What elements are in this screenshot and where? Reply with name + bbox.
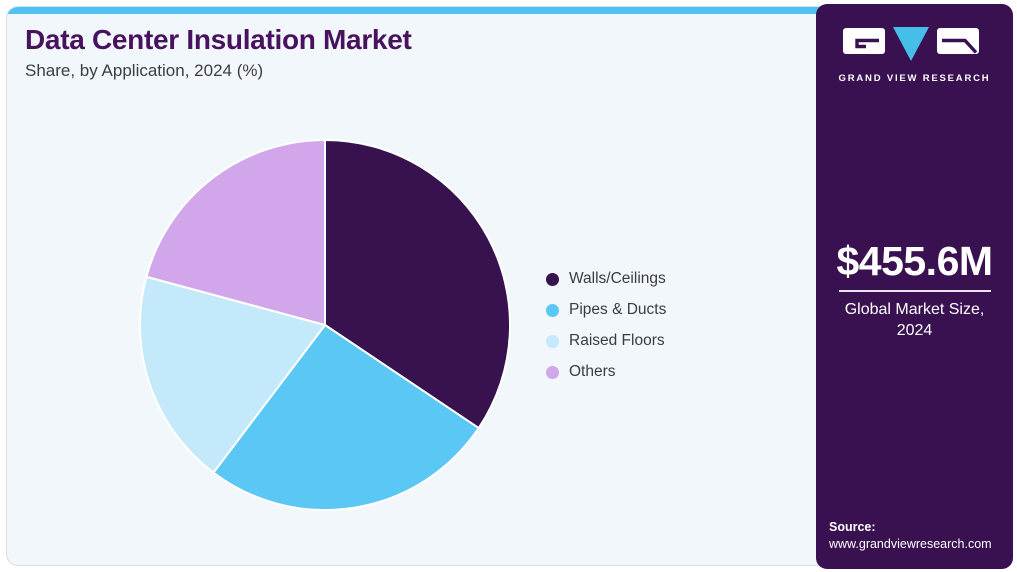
source-label: Source: (829, 520, 876, 534)
market-size-block: $455.6M Global Market Size, 2024 (816, 238, 1013, 341)
legend-item: Walls/Ceilings (546, 268, 666, 290)
chart-title: Data Center Insulation Market (25, 24, 412, 55)
market-size-value: $455.6M (836, 238, 993, 284)
chart-header: Data Center Insulation Market Share, by … (25, 24, 412, 82)
legend-item: Others (546, 361, 666, 383)
legend-swatch-raised-floors (546, 334, 559, 348)
legend-swatch-walls-ceilings (546, 272, 559, 286)
legend-swatch-pipes-ducts (546, 303, 559, 317)
top-accent-bar (7, 7, 1010, 14)
logo-triangle-icon (892, 27, 929, 61)
chart-legend: Walls/Ceilings Pipes & Ducts Raised Floo… (546, 268, 666, 383)
logo-g-glyph (854, 38, 879, 49)
legend-item: Pipes & Ducts (546, 299, 666, 321)
logo-r-glyph (941, 38, 977, 54)
market-size-caption-line1: Global Market Size, (844, 301, 985, 318)
chart-subtitle: Share, by Application, 2024 (%) (25, 61, 264, 80)
brand-block: GRAND VIEW RESEARCH (816, 24, 1013, 84)
legend-label: Others (569, 363, 616, 380)
legend-item: Raised Floors (546, 330, 666, 352)
legend-swatch-others (546, 365, 559, 379)
pie-slice-pipes-ducts (212, 324, 480, 511)
brand-name: GRAND VIEW RESEARCH (838, 73, 991, 84)
sidebar: GRAND VIEW RESEARCH $455.6M Global Marke… (816, 4, 1013, 569)
legend-label: Walls/Ceilings (569, 270, 666, 287)
legend-label: Pipes & Ducts (569, 301, 667, 318)
pie-slice-raised-floors (139, 275, 326, 474)
market-size-divider (838, 290, 991, 292)
market-size-caption: Global Market Size, 2024 (816, 299, 1013, 341)
legend-label: Raised Floors (569, 332, 665, 349)
source-block: Source: www.grandviewresearch.com (829, 519, 992, 553)
gvr-logo (842, 27, 979, 61)
pie-chart (139, 138, 512, 511)
pie-slice-walls-ceilings (324, 138, 512, 430)
pie-slice-others (145, 138, 326, 326)
source-url: www.grandviewresearch.com (829, 537, 992, 551)
market-size-caption-line2: 2024 (896, 322, 933, 339)
